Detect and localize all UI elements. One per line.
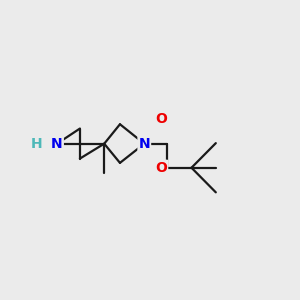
Text: N: N (139, 137, 150, 151)
Text: N: N (51, 137, 63, 151)
Text: O: O (155, 161, 167, 175)
Text: O: O (155, 112, 167, 126)
Text: H: H (31, 137, 43, 151)
